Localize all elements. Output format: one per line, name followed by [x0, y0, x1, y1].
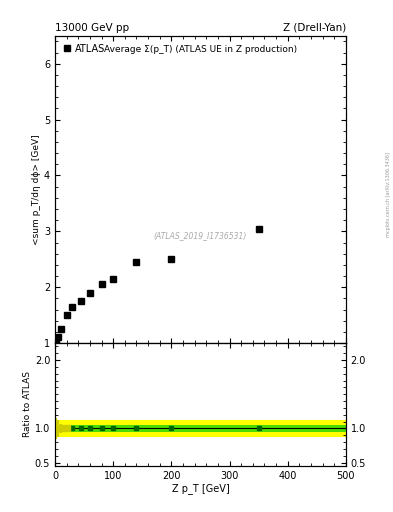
X-axis label: Z p_T [GeV]: Z p_T [GeV] [172, 483, 229, 495]
ATLAS [59, 326, 63, 332]
Y-axis label: Ratio to ATLAS: Ratio to ATLAS [23, 372, 32, 437]
Text: mcplots.cern.ch [arXiv:1306.3436]: mcplots.cern.ch [arXiv:1306.3436] [386, 152, 391, 237]
ATLAS [54, 337, 59, 344]
ATLAS [64, 312, 69, 318]
Y-axis label: <sum p_T/dη dϕ> [GeV]: <sum p_T/dη dϕ> [GeV] [32, 134, 41, 245]
ATLAS [169, 256, 174, 262]
ATLAS [99, 281, 104, 287]
ATLAS [111, 276, 116, 282]
ATLAS [79, 298, 84, 304]
Text: Z (Drell-Yan): Z (Drell-Yan) [283, 23, 346, 33]
ATLAS [88, 290, 92, 296]
ATLAS [256, 225, 261, 231]
ATLAS [134, 259, 139, 265]
Line: ATLAS: ATLAS [53, 225, 262, 344]
Text: Average Σ(p_T) (ATLAS UE in Z production): Average Σ(p_T) (ATLAS UE in Z production… [104, 45, 297, 54]
Text: 13000 GeV pp: 13000 GeV pp [55, 23, 129, 33]
ATLAS [70, 304, 75, 310]
ATLAS [55, 334, 60, 340]
Text: (ATLAS_2019_I1736531): (ATLAS_2019_I1736531) [154, 231, 247, 240]
Legend: ATLAS: ATLAS [60, 40, 108, 56]
